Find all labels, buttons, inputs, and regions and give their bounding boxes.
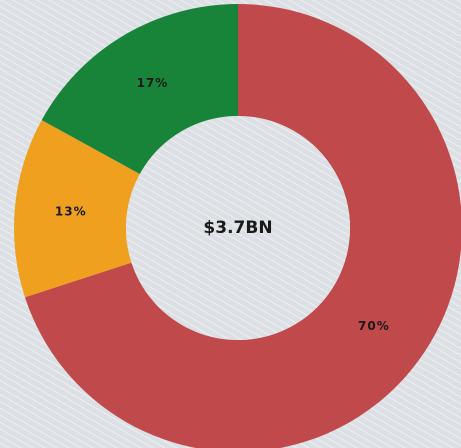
slice-label: 17% [137, 76, 169, 90]
slice [24, 4, 461, 448]
slice [14, 120, 140, 298]
donut-hole [126, 116, 350, 340]
slice-label: 13% [55, 205, 87, 219]
slice-label: 70% [358, 319, 390, 333]
slice [41, 4, 238, 175]
slices [14, 4, 461, 448]
center-label: $3.7BN [203, 218, 272, 238]
